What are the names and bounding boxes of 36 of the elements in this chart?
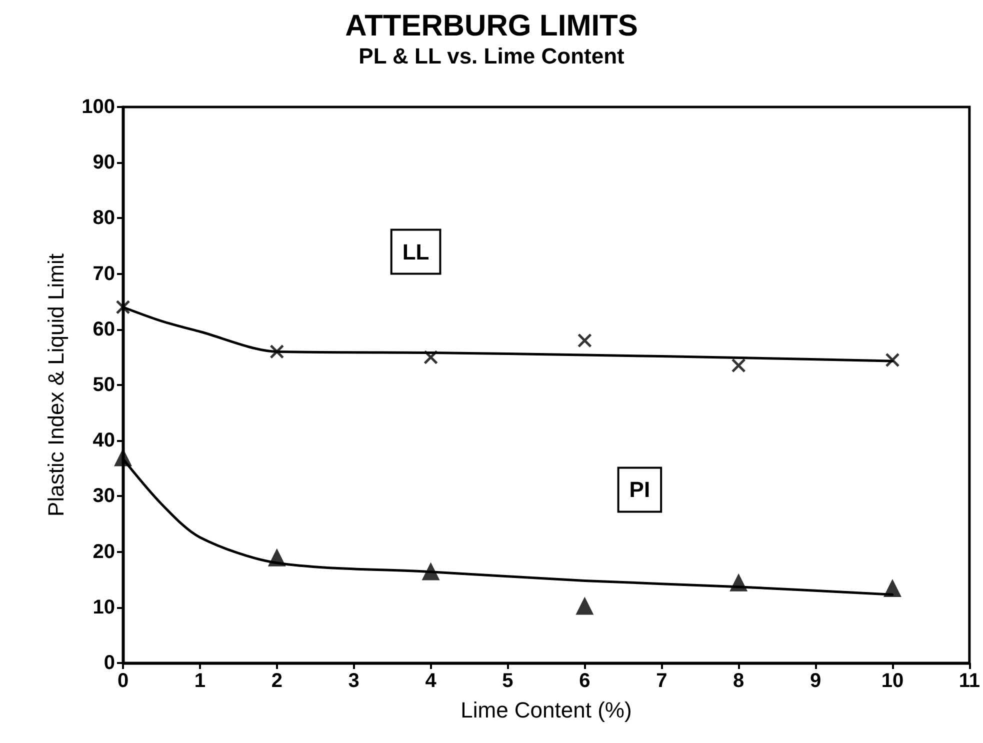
text: LL	[402, 239, 430, 264]
point	[731, 358, 746, 373]
y-tick-label: 90	[92, 152, 115, 174]
x-tick-label: 0	[117, 670, 129, 692]
x-tick-label: 7	[656, 670, 668, 692]
x-tick-label: 8	[733, 670, 744, 692]
y-tick-label: 100	[82, 96, 115, 118]
point	[577, 333, 592, 348]
chart-subtitle: PL & LL vs. Lime Content	[358, 44, 626, 68]
y-tick-label: 80	[92, 207, 115, 230]
x-tick-label: 2	[271, 670, 282, 692]
x-tick-label: 3	[348, 670, 360, 692]
text: PI	[629, 477, 650, 502]
y-tick-label: 70	[92, 262, 115, 285]
y-tick-label: 20	[92, 540, 115, 563]
y-axis-title: Plastic Index & Liquid Limit	[44, 254, 68, 516]
point	[270, 344, 284, 359]
x-tick-label: 5	[502, 670, 514, 692]
chart-title: ATTERBURG LIMITS	[345, 10, 638, 42]
point	[885, 352, 900, 368]
y-tick-label: 60	[92, 318, 115, 340]
x-tick-label: 4	[425, 670, 438, 692]
y-tick-label: 0	[104, 652, 115, 674]
y-tick-label: 10	[92, 596, 115, 618]
point	[116, 300, 130, 314]
x-tick-label: 9	[810, 670, 822, 692]
x-tick-label: 6	[579, 670, 590, 692]
point	[424, 350, 438, 364]
y-tick-label: 30	[92, 485, 115, 508]
x-tick-label: 10	[881, 670, 904, 692]
x-tick-label: 11	[958, 670, 980, 692]
x-axis-title: Lime Content (%)	[460, 698, 632, 722]
y-tick-label: 40	[92, 430, 115, 452]
y-tick-label: 50	[92, 374, 115, 396]
x-tick-label: 1	[194, 670, 206, 692]
point	[576, 596, 594, 615]
